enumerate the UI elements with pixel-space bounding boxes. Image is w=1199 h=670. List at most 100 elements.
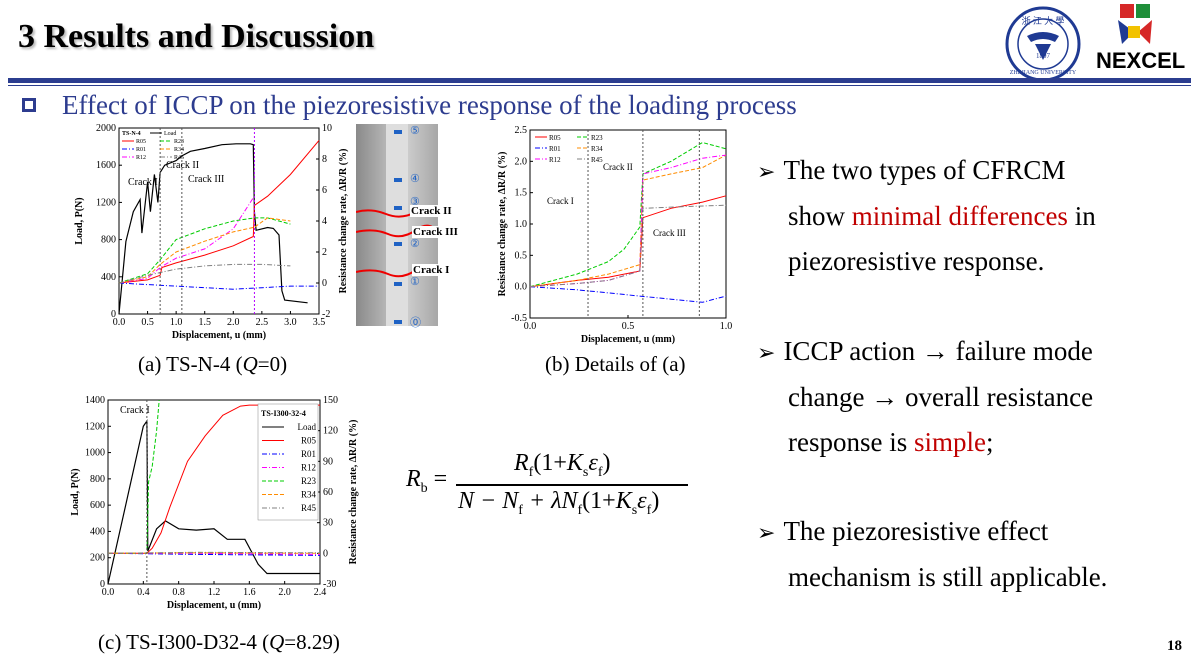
chart-c: 0.0 0.4 0.8 1.2 1.6 2.0 2.40200400600800100012… [70,395,359,611]
y-tick-label: 800 [90,474,105,485]
legend-label-r23: R23 [591,134,603,142]
x-tick-label: 3.5 [313,317,326,328]
y2-tick-label: 0 [323,548,328,559]
bullet-1: ➢ The two types of CFRCM show minimal dif… [757,155,1096,276]
y2-tick-label: 120 [323,426,338,437]
x-tick-label: 0.4 [137,587,150,598]
y-tick-label: 400 [101,272,116,283]
x-tick-label: 2.0 [278,587,291,598]
legend-label-r12: R12 [301,463,316,473]
x-tick-label: 0.5 [141,317,154,328]
arrow-bullet-icon: ➢ [757,159,776,184]
page-number: 18 [1167,638,1182,654]
y-tick-label: 0.5 [515,250,528,261]
series-line-r23 [529,141,727,288]
bullet-2: ➢ ICCP action → failure mode change → ove… [757,336,1094,457]
svg-text:1897: 1897 [1036,52,1051,60]
crack-3-label: Crack III [653,228,686,238]
bullet-3: ➢ The piezoresistive effect mechanism is … [757,516,1108,592]
section-subtitle: Effect of ICCP on the piezoresistive res… [62,90,797,120]
series-line-r34 [107,552,321,554]
mark-3: ③ [410,196,420,208]
legend-label-r05: R05 [549,134,561,142]
formula-lhs: Rb = [406,466,448,496]
y-tick-label: 1600 [96,160,116,171]
legend-label-r12: R12 [136,155,146,161]
y2-tick-label: 10 [322,123,332,134]
y-axis-label: Resistance change rate, ΔR/R (%) [497,152,508,297]
legend-label-r34: R34 [591,145,603,153]
y2-tick-label: -30 [323,579,336,590]
legend-box [257,403,319,521]
legend-label-r45: R45 [591,156,603,164]
y-tick-label: -0.5 [511,313,527,324]
y2-axis-label: Resistance change rate, ΔR/R (%) [338,149,349,294]
legend-title: TS-N-4 [122,131,141,137]
series-line-r01 [118,282,319,290]
y2-axis-label: Resistance change rate, ΔR/R (%) [348,420,359,565]
y-tick-label: 1.5 [515,188,528,199]
series-line-load [107,419,320,585]
legend-label-load: Load [298,422,317,432]
x-axis-label: Displacement, u (mm) [581,334,675,345]
series-line-r05 [108,404,320,554]
x-tick-label: 0.0 [524,321,537,332]
y2-tick-label: 8 [322,154,327,165]
y2-tick-label: 60 [323,487,333,498]
crack-1-label: Crack I [128,177,158,188]
legend-label-r34: R34 [174,147,184,153]
series-line-r34 [118,217,291,284]
crack-2-label: Crack II [166,160,199,171]
mark-4: ④ [410,173,420,185]
nexcel-logo: NEXCEL [1092,2,1192,74]
x-tick-label: 1.0 [720,321,733,332]
legend-label-r05: R05 [136,139,146,145]
x-tick-label: 0.0 [102,587,115,598]
series-line-r45 [529,204,727,288]
caption-a: (a) TS-N-4 (Q=0) [138,352,288,376]
nexcel-mark-icon [1118,4,1152,44]
legend-label-r01: R01 [301,449,316,459]
x-tick-label: 0.5 [622,321,635,332]
y-tick-label: 400 [90,526,105,537]
crack-2-label: Crack II [603,162,633,172]
legend-label-r01: R01 [136,147,146,153]
y-tick-label: 1.0 [515,219,528,230]
x-tick-label: 0.8 [172,587,185,598]
photo-crack-2-label: Crack II [410,205,453,217]
y-tick-label: 1000 [85,448,105,459]
svg-text:浙 江 大 學: 浙 江 大 學 [1022,15,1065,26]
legend-label-r05: R05 [301,436,317,446]
university-seal-icon: 浙 江 大 學 1897 ZHEJIANG UNIVERSITY [1005,6,1081,82]
y2-tick-label: 6 [322,185,327,196]
series-line-r45 [107,551,321,554]
series-line-r23 [108,399,160,554]
legend-label-r34: R34 [301,490,317,500]
nexcel-wordmark: NEXCEL [1096,48,1186,73]
mark-0: ⓪ [410,317,421,329]
x-tick-label: 0.0 [113,317,126,328]
y2-tick-label: 30 [323,518,333,529]
series-line-load [118,143,308,315]
slide-title: 3 Results and Discussion [18,18,375,55]
header-divider [8,78,1191,83]
series-line-r12 [108,552,321,555]
arrow-bullet-icon: ➢ [757,340,776,365]
y-tick-label: 2000 [96,123,116,134]
y-tick-label: 1200 [85,421,105,432]
formula-rb: Rb = Rf(1+Ksεf) N − Nf + λNf(1+Ksεf) [406,446,706,526]
legend-label-load: Load [164,131,176,137]
mark-5: ⑤ [410,125,420,137]
y2-tick-label: 90 [323,456,333,467]
y-tick-label: 1200 [96,197,116,208]
x-tick-label: 3.0 [284,317,297,328]
university-logo: 浙 江 大 學 1897 ZHEJIANG UNIVERSITY [1005,6,1081,82]
y-tick-label: 800 [101,235,116,246]
photo-crack-1-label: Crack I [412,264,451,276]
series-line-r45 [118,263,291,284]
y2-tick-label: -2 [322,309,330,320]
photo-crack-3-label: Crack III [412,226,459,238]
crack-1-label: Crack I [120,405,150,416]
series-line-r12 [118,197,254,284]
crack-3-label: Crack III [188,174,224,185]
